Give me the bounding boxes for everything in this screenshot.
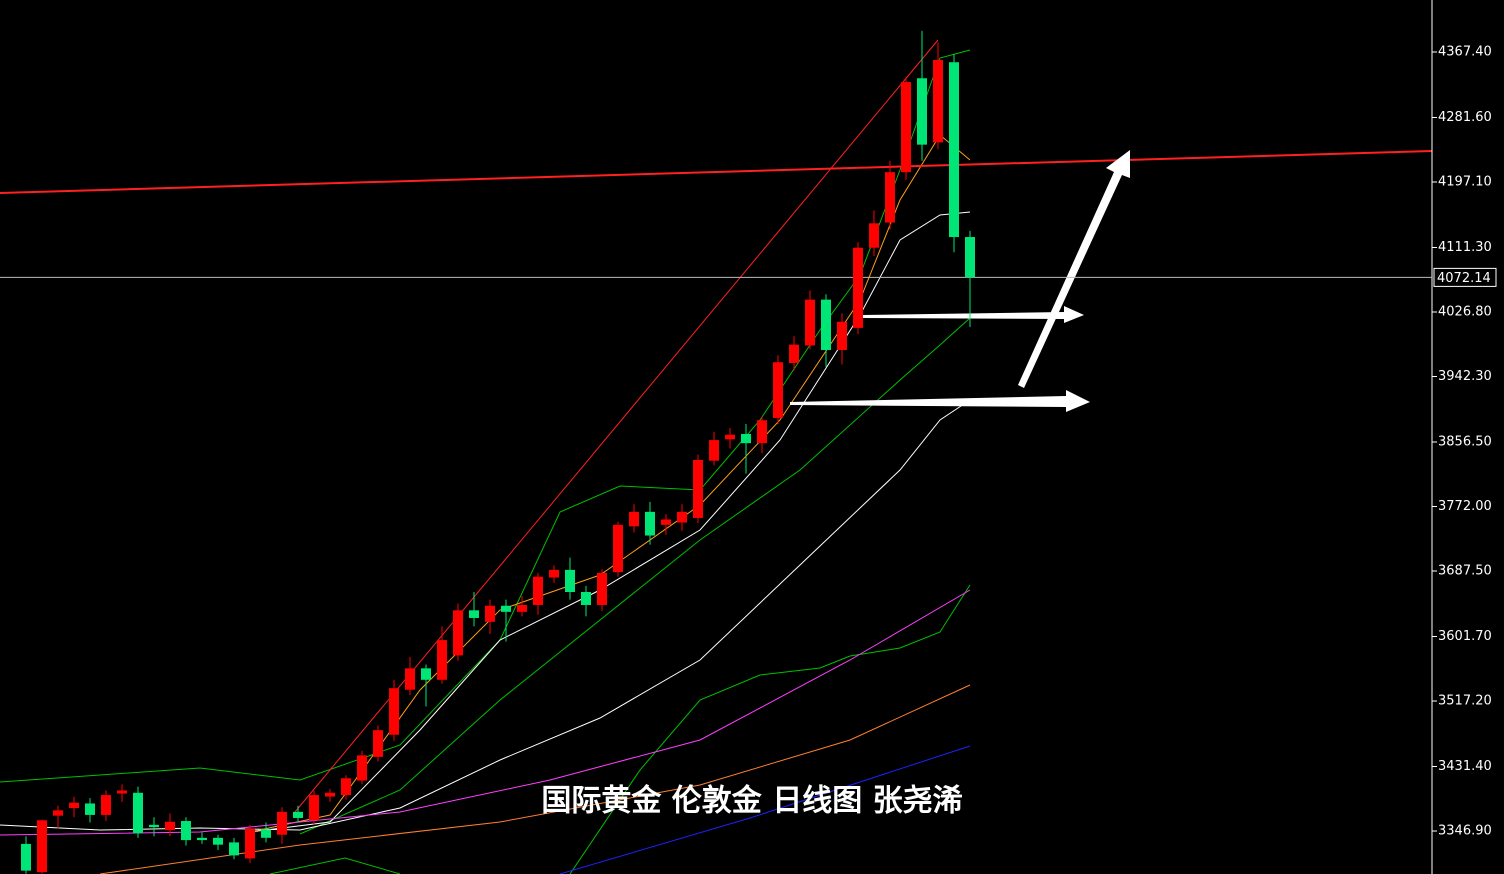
candle-body xyxy=(661,519,671,525)
candle-body xyxy=(645,511,655,536)
candle-body xyxy=(85,803,95,815)
arrow xyxy=(1018,150,1130,388)
candle-body xyxy=(629,511,639,527)
candle-body xyxy=(725,434,735,440)
price-label: 4072.14 xyxy=(1437,271,1491,286)
candle-body xyxy=(213,837,223,845)
arrow xyxy=(790,390,1090,412)
candle-body xyxy=(373,730,383,757)
band-line xyxy=(569,584,971,874)
candle-body xyxy=(389,688,399,735)
ma-line xyxy=(269,857,401,874)
candle-body xyxy=(853,247,863,328)
chart-title: 国际黄金 伦敦金 日线图 张尧浠 xyxy=(541,784,962,819)
candle-body xyxy=(597,572,607,605)
ma-line xyxy=(0,589,971,836)
channel-line xyxy=(294,39,939,813)
candle-body xyxy=(885,172,895,223)
ma-line xyxy=(559,745,971,874)
candle-body xyxy=(805,299,815,346)
candle-body xyxy=(613,524,623,573)
candle-body xyxy=(501,605,511,612)
y-tick-label: 4111.30 xyxy=(1438,240,1492,255)
candle-body xyxy=(405,668,415,690)
y-tick-label: 3601.70 xyxy=(1438,629,1492,644)
candle-body xyxy=(53,810,63,816)
candle-body xyxy=(917,78,927,145)
y-tick-label: 3942.30 xyxy=(1438,369,1492,384)
candle-body xyxy=(693,459,703,518)
candle-body xyxy=(965,237,975,278)
candle-body xyxy=(565,569,575,593)
y-tick-label: 3772.00 xyxy=(1438,499,1492,514)
ma-line xyxy=(99,684,971,874)
candle-body xyxy=(149,824,159,828)
candle-body xyxy=(469,610,479,618)
candle-body xyxy=(949,62,959,238)
candle-body xyxy=(933,59,943,143)
candle-body xyxy=(821,299,831,351)
arrows xyxy=(790,150,1130,412)
candle-body xyxy=(277,811,287,835)
y-tick-label: 4026.80 xyxy=(1438,304,1492,319)
candle-body xyxy=(181,821,191,841)
candle-body xyxy=(325,792,335,797)
candle-body xyxy=(709,440,719,461)
price-label-box xyxy=(1433,267,1497,287)
y-tick-label: 4197.10 xyxy=(1438,174,1492,189)
candle-body xyxy=(869,223,879,248)
y-tick-label: 3517.20 xyxy=(1438,694,1492,709)
candle-body xyxy=(357,755,367,781)
candle-body xyxy=(677,511,687,523)
candle-body xyxy=(421,668,431,680)
candle-body xyxy=(245,828,255,859)
candle-body xyxy=(757,420,767,444)
candle-body xyxy=(533,576,543,605)
y-tick-label: 3856.50 xyxy=(1438,435,1492,450)
candle-body xyxy=(773,362,783,418)
y-tick-label: 4281.60 xyxy=(1438,110,1492,125)
y-tick-label: 4367.40 xyxy=(1438,44,1492,59)
candle-body xyxy=(581,592,591,605)
candle-body xyxy=(517,604,527,612)
candle-body xyxy=(453,610,463,656)
candle-body xyxy=(341,778,351,796)
trend-line xyxy=(0,150,1433,194)
candle-body xyxy=(789,344,799,363)
candle-body xyxy=(309,795,319,821)
candle-body xyxy=(437,640,447,680)
candle-body xyxy=(741,433,751,444)
arrow xyxy=(862,306,1084,323)
y-tick-label: 3687.50 xyxy=(1438,564,1492,579)
candle-body xyxy=(197,837,207,841)
candle-body xyxy=(261,829,271,838)
y-tick-label: 3431.40 xyxy=(1438,759,1492,774)
candle-body xyxy=(549,569,559,578)
candle-body xyxy=(229,842,239,856)
candle-body xyxy=(901,82,911,173)
y-tick-label: 3346.90 xyxy=(1438,824,1492,839)
candle-body xyxy=(485,605,495,622)
candle-body xyxy=(293,811,303,818)
ma-line xyxy=(249,211,971,833)
candle-body xyxy=(117,790,127,794)
ma-line xyxy=(299,317,971,835)
candle-body xyxy=(69,802,79,809)
candle-body xyxy=(133,792,143,834)
candle-body xyxy=(837,321,847,351)
candle-body xyxy=(37,820,47,873)
candle-body xyxy=(21,843,31,871)
candle-body xyxy=(101,795,111,815)
candle-body xyxy=(165,821,175,831)
